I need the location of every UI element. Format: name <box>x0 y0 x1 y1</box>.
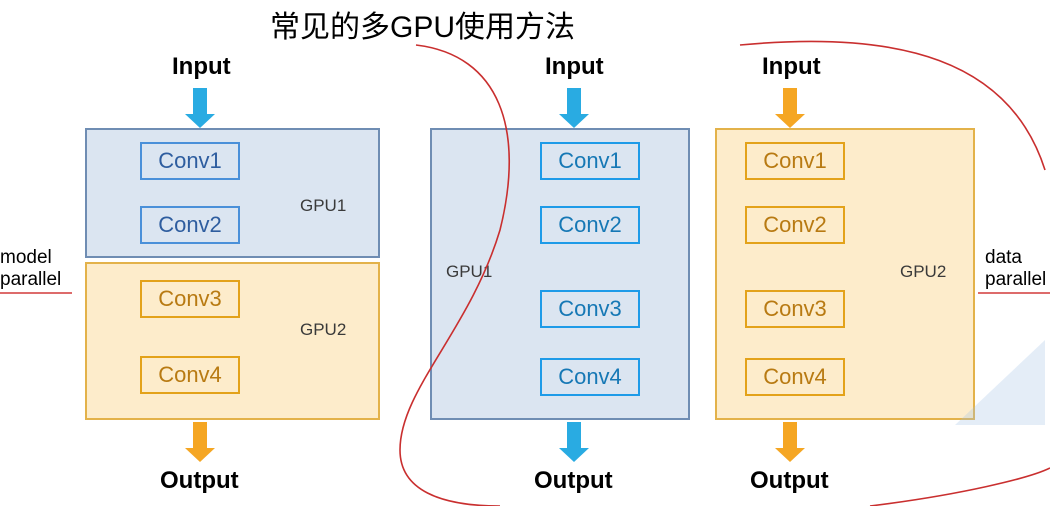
gpu1-top-label: GPU1 <box>300 196 346 216</box>
output-label: Output <box>534 467 613 495</box>
conv-box: Conv1 <box>745 142 845 180</box>
page-title: 常见的多GPU使用方法 <box>270 2 575 46</box>
label-model-parallel-l1: model <box>0 247 52 268</box>
gpu2-full-label: GPU2 <box>900 262 946 282</box>
gpu2-bottom-label: GPU2 <box>300 320 346 340</box>
output-label: Output <box>160 467 239 495</box>
annotation-stroke <box>870 468 1050 506</box>
label-data-parallel: data parallel <box>985 247 1046 291</box>
conv-box: Conv2 <box>140 206 240 244</box>
play-watermark-shape <box>955 340 1045 425</box>
label-data-parallel-l2: parallel <box>985 269 1046 290</box>
conv-box: Conv2 <box>745 206 845 244</box>
label-model-parallel-l2: parallel <box>0 269 61 290</box>
conv-box: Conv4 <box>540 358 640 396</box>
input-label: Input <box>545 53 604 81</box>
label-data-parallel-l1: data <box>985 247 1022 268</box>
input-label: Input <box>762 53 821 81</box>
conv-box: Conv3 <box>140 280 240 318</box>
label-model-parallel: model parallel <box>0 247 61 291</box>
arrow-icon <box>185 88 215 128</box>
arrow-icon <box>185 422 215 462</box>
arrow-icon <box>559 88 589 128</box>
gpu1-full-label: GPU1 <box>446 262 492 282</box>
conv-box: Conv2 <box>540 206 640 244</box>
conv-box: Conv3 <box>540 290 640 328</box>
output-label: Output <box>750 467 829 495</box>
arrow-icon <box>559 422 589 462</box>
conv-box: Conv4 <box>140 356 240 394</box>
conv-box: Conv1 <box>540 142 640 180</box>
arrow-icon <box>775 422 805 462</box>
conv-box: Conv3 <box>745 290 845 328</box>
arrow-icon <box>775 88 805 128</box>
play-watermark-icon <box>955 340 1045 425</box>
conv-box: Conv4 <box>745 358 845 396</box>
input-label: Input <box>172 53 231 81</box>
diagram-canvas: { "title": { "text": "常见的多GPU使用方法", "x":… <box>0 0 1050 506</box>
conv-box: Conv1 <box>140 142 240 180</box>
